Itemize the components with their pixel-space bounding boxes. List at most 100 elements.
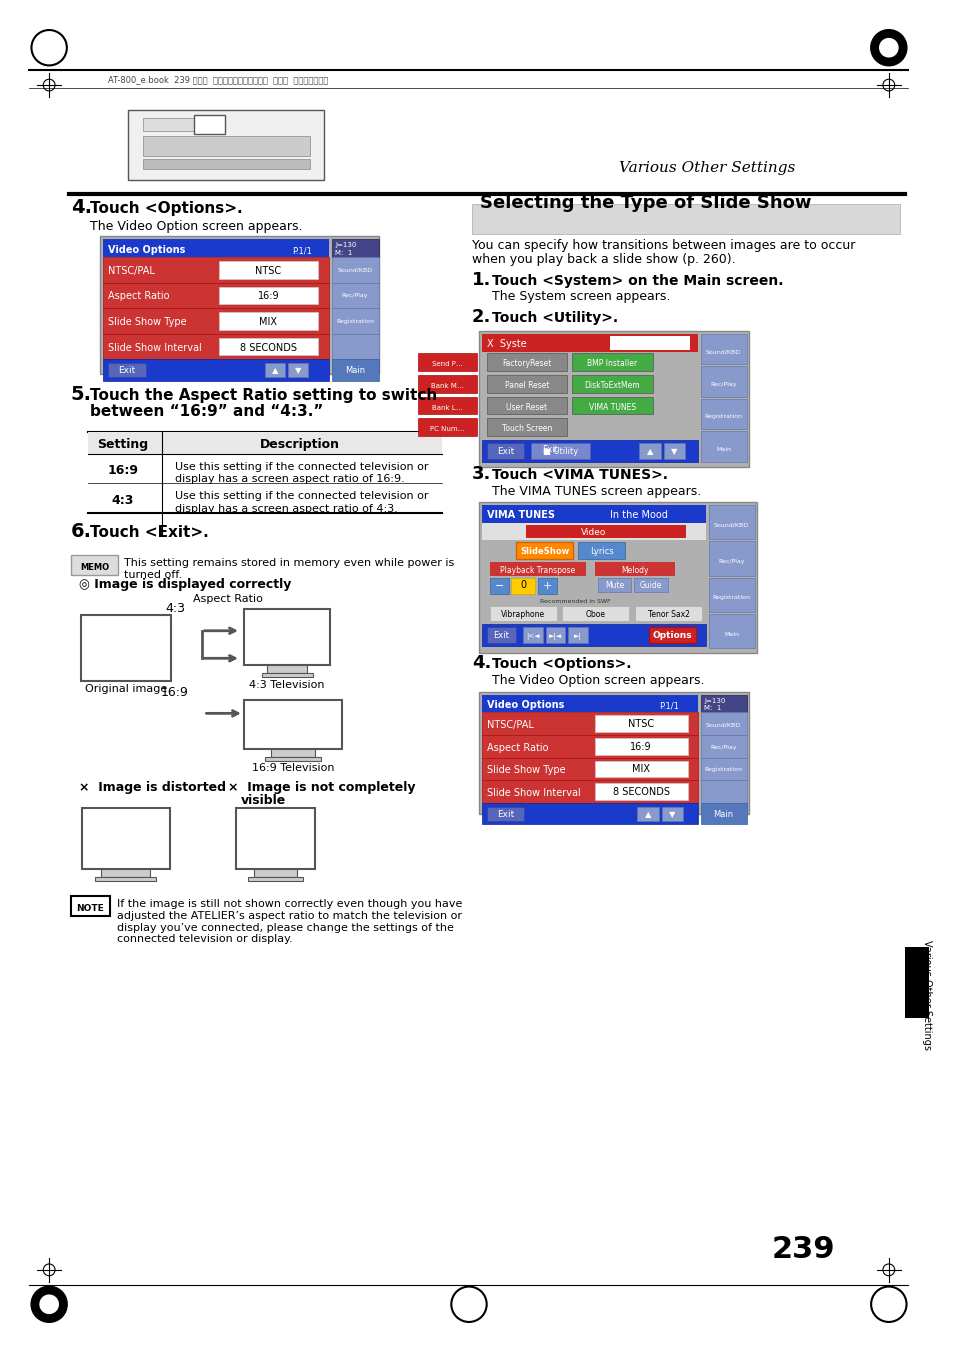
Text: Panel Reset: Panel Reset [504,381,549,390]
Bar [472,204,899,234]
Circle shape [870,30,905,65]
Text: Original image: Original image [85,684,167,693]
Bar [486,807,523,820]
Bar [486,354,567,372]
Text: You can specify how transitions between images are to occur: You can specify how transitions between … [472,239,855,253]
Text: ▲: ▲ [646,447,653,455]
Bar [108,363,146,377]
Text: Exit: Exit [497,809,514,819]
Text: Registration: Registration [712,596,750,600]
Text: J=130: J=130 [335,242,356,249]
Bar [609,336,690,350]
Bar [562,607,629,621]
Text: Selecting the Type of Slide Show: Selecting the Type of Slide Show [479,195,810,212]
Text: 4.: 4. [472,654,491,673]
Text: Rec/Play: Rec/Play [710,382,736,386]
Text: 0: 0 [519,581,526,590]
Bar [489,562,585,576]
Text: M:  1: M: 1 [703,705,720,712]
Text: Main: Main [716,447,730,451]
Text: Use this setting if the connected television or: Use this setting if the connected televi… [174,462,428,471]
Bar [219,286,317,304]
Text: Touch <Options>.: Touch <Options>. [491,657,631,671]
Bar [489,607,556,621]
Text: ►|: ►| [574,632,581,639]
Bar [708,615,755,648]
Text: −: − [495,581,503,592]
Text: Playback Transpose: Playback Transpose [499,566,575,574]
Bar [525,524,685,538]
Text: Sound/KBD: Sound/KBD [713,523,748,527]
Bar [700,712,746,735]
Bar [332,308,378,334]
Bar [700,781,746,802]
Text: Send P…: Send P… [432,361,462,367]
Bar [332,359,378,381]
Bar [101,869,151,877]
Text: P.1/1: P.1/1 [659,701,678,711]
Text: visible: visible [240,794,286,807]
Text: 3.: 3. [472,465,491,484]
Text: Use this setting if the connected television or: Use this setting if the connected televi… [174,490,428,501]
Bar [708,505,755,539]
Text: 8 SECONDS: 8 SECONDS [612,788,669,797]
Text: The VIMA TUNES screen appears.: The VIMA TUNES screen appears. [491,485,700,499]
Bar [100,236,378,374]
Text: MIX: MIX [259,317,277,327]
Text: ▼: ▼ [671,447,677,455]
Bar [128,109,324,181]
Bar [700,735,746,758]
Bar [481,802,698,824]
Bar [253,869,296,877]
Bar [103,334,329,359]
Bar [572,354,652,372]
Text: ▲: ▲ [272,366,278,376]
Bar [95,877,156,881]
Text: 1.: 1. [472,270,491,289]
Text: Exit: Exit [497,447,514,455]
Text: Tenor Sax2: Tenor Sax2 [647,611,689,619]
Bar [481,523,705,540]
Bar [481,694,698,712]
Text: If the image is still not shown correctly even though you have: If the image is still not shown correctl… [117,898,462,909]
Bar [700,366,746,397]
Text: Touch <VIMA TUNES>.: Touch <VIMA TUNES>. [491,469,667,482]
Text: The Video Option screen appears.: The Video Option screen appears. [491,674,703,686]
Text: 5.: 5. [71,385,91,404]
Text: BMP Installer: BMP Installer [587,359,637,369]
Text: 239: 239 [771,1235,835,1265]
Bar [637,807,659,820]
Text: Aspect Ratio: Aspect Ratio [108,292,170,301]
Bar [486,376,567,393]
Text: Melody: Melody [620,566,648,574]
Bar [248,877,302,881]
Bar [219,312,317,330]
Text: AT-800_e.book  239 ページ  ２００８年１０月１５日  水曜日  午前９時３７分: AT-800_e.book 239 ページ ２００８年１０月１５日 水曜日 午前… [108,76,328,84]
Text: |<◄: |<◄ [525,632,539,639]
Text: 16:9: 16:9 [257,292,279,301]
Text: Main: Main [345,366,365,376]
Bar [661,807,682,820]
Text: 16:9: 16:9 [161,686,189,698]
Bar [219,338,317,355]
Bar [700,758,746,781]
Bar [708,578,755,612]
Bar [271,748,314,757]
Text: DiskToExtMem: DiskToExtMem [584,381,639,390]
Text: Oboe: Oboe [585,611,605,619]
Text: Main: Main [723,632,739,636]
Bar [700,334,746,365]
Text: ►|◄: ►|◄ [548,632,561,639]
Bar [634,578,667,593]
Bar [417,397,476,415]
Bar [486,627,516,643]
Text: Rec/Play: Rec/Play [710,744,736,750]
Text: Various Other Settings: Various Other Settings [618,161,795,174]
Text: ×  Image is distorted: × Image is distorted [78,781,226,794]
Text: User Reset: User Reset [506,403,547,412]
Bar [481,334,698,351]
Bar [81,615,171,681]
Bar [332,239,378,257]
Bar [700,431,746,462]
Text: Exit: Exit [541,444,557,454]
